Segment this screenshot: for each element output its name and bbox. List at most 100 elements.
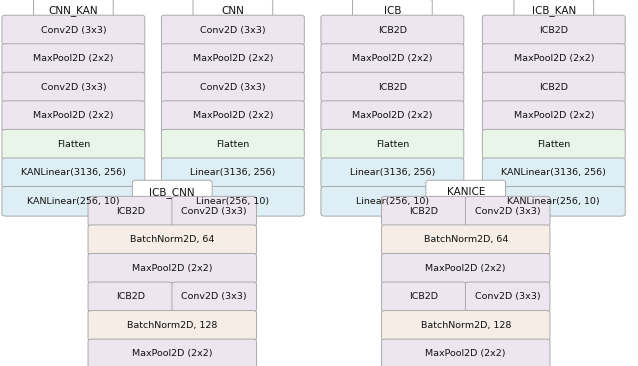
Text: MaxPool2D (2x2): MaxPool2D (2x2): [132, 264, 212, 273]
Text: MaxPool2D (2x2): MaxPool2D (2x2): [33, 111, 114, 120]
FancyBboxPatch shape: [482, 101, 625, 131]
FancyBboxPatch shape: [321, 44, 464, 74]
FancyBboxPatch shape: [2, 130, 145, 159]
Text: ICB2D: ICB2D: [539, 26, 568, 34]
FancyBboxPatch shape: [482, 186, 625, 216]
Text: MaxPool2D (2x2): MaxPool2D (2x2): [514, 111, 594, 120]
Text: Linear(3136, 256): Linear(3136, 256): [350, 168, 435, 177]
Text: MaxPool2D (2x2): MaxPool2D (2x2): [514, 54, 594, 63]
FancyBboxPatch shape: [482, 158, 625, 187]
Text: Conv2D (3x3): Conv2D (3x3): [41, 26, 106, 34]
Text: ICB: ICB: [383, 6, 401, 16]
Text: KANLinear(3136, 256): KANLinear(3136, 256): [21, 168, 126, 177]
Text: Conv2D (3x3): Conv2D (3x3): [475, 292, 540, 301]
Text: KANLinear(3136, 256): KANLinear(3136, 256): [501, 168, 606, 177]
Text: MaxPool2D (2x2): MaxPool2D (2x2): [352, 111, 433, 120]
FancyBboxPatch shape: [465, 196, 550, 226]
FancyBboxPatch shape: [321, 101, 464, 131]
FancyBboxPatch shape: [88, 310, 256, 340]
Text: ICB2D: ICB2D: [116, 292, 145, 301]
Text: Flatten: Flatten: [537, 140, 570, 149]
FancyBboxPatch shape: [88, 254, 256, 283]
FancyBboxPatch shape: [133, 180, 212, 204]
Text: Conv2D (3x3): Conv2D (3x3): [181, 207, 247, 216]
FancyBboxPatch shape: [382, 225, 550, 255]
FancyBboxPatch shape: [161, 186, 304, 216]
Text: ICB2D: ICB2D: [539, 83, 568, 92]
FancyBboxPatch shape: [514, 0, 593, 23]
FancyBboxPatch shape: [2, 44, 145, 74]
FancyBboxPatch shape: [161, 15, 304, 45]
FancyBboxPatch shape: [88, 225, 256, 255]
FancyBboxPatch shape: [382, 310, 550, 340]
Text: ICB2D: ICB2D: [378, 83, 407, 92]
Text: Conv2D (3x3): Conv2D (3x3): [181, 292, 247, 301]
Text: ICB2D: ICB2D: [378, 26, 407, 34]
Text: MaxPool2D (2x2): MaxPool2D (2x2): [193, 54, 273, 63]
Text: MaxPool2D (2x2): MaxPool2D (2x2): [193, 111, 273, 120]
Text: ICB2D: ICB2D: [410, 292, 438, 301]
FancyBboxPatch shape: [2, 158, 145, 187]
FancyBboxPatch shape: [482, 72, 625, 102]
FancyBboxPatch shape: [172, 282, 256, 312]
Text: Flatten: Flatten: [376, 140, 409, 149]
Text: Linear(3136, 256): Linear(3136, 256): [190, 168, 276, 177]
FancyBboxPatch shape: [88, 196, 172, 226]
FancyBboxPatch shape: [426, 180, 505, 204]
FancyBboxPatch shape: [382, 254, 550, 283]
Text: Linear(256, 10): Linear(256, 10): [356, 197, 429, 206]
FancyBboxPatch shape: [321, 72, 464, 102]
Text: ICB_CNN: ICB_CNN: [149, 187, 195, 198]
FancyBboxPatch shape: [193, 0, 273, 23]
FancyBboxPatch shape: [382, 282, 466, 312]
Text: Conv2D (3x3): Conv2D (3x3): [200, 83, 265, 92]
FancyBboxPatch shape: [321, 186, 464, 216]
FancyBboxPatch shape: [465, 282, 550, 312]
FancyBboxPatch shape: [321, 130, 464, 159]
FancyBboxPatch shape: [161, 101, 304, 131]
FancyBboxPatch shape: [321, 158, 464, 187]
Text: ICB2D: ICB2D: [116, 207, 145, 216]
FancyBboxPatch shape: [88, 339, 256, 366]
Text: KANLinear(256, 10): KANLinear(256, 10): [27, 197, 120, 206]
FancyBboxPatch shape: [482, 130, 625, 159]
Text: BatchNorm2D, 64: BatchNorm2D, 64: [130, 235, 214, 244]
Text: BatchNorm2D, 128: BatchNorm2D, 128: [127, 321, 218, 330]
FancyBboxPatch shape: [161, 130, 304, 159]
FancyBboxPatch shape: [2, 186, 145, 216]
FancyBboxPatch shape: [352, 0, 433, 23]
FancyBboxPatch shape: [2, 101, 145, 131]
Text: Flatten: Flatten: [57, 140, 90, 149]
Text: Conv2D (3x3): Conv2D (3x3): [200, 26, 265, 34]
FancyBboxPatch shape: [161, 72, 304, 102]
Text: CNN_KAN: CNN_KAN: [48, 5, 98, 16]
FancyBboxPatch shape: [321, 15, 464, 45]
Text: ICB2D: ICB2D: [410, 207, 438, 216]
FancyBboxPatch shape: [482, 15, 625, 45]
FancyBboxPatch shape: [382, 339, 550, 366]
Text: MaxPool2D (2x2): MaxPool2D (2x2): [352, 54, 433, 63]
Text: MaxPool2D (2x2): MaxPool2D (2x2): [33, 54, 114, 63]
FancyBboxPatch shape: [2, 72, 145, 102]
Text: MaxPool2D (2x2): MaxPool2D (2x2): [132, 350, 212, 358]
Text: MaxPool2D (2x2): MaxPool2D (2x2): [426, 350, 506, 358]
Text: Linear(256, 10): Linear(256, 10): [197, 197, 269, 206]
FancyBboxPatch shape: [382, 196, 466, 226]
FancyBboxPatch shape: [34, 0, 114, 23]
Text: KANLinear(256, 10): KANLinear(256, 10): [507, 197, 600, 206]
Text: Conv2D (3x3): Conv2D (3x3): [475, 207, 540, 216]
Text: Conv2D (3x3): Conv2D (3x3): [41, 83, 106, 92]
FancyBboxPatch shape: [2, 15, 145, 45]
Text: BatchNorm2D, 128: BatchNorm2D, 128: [420, 321, 511, 330]
Text: Flatten: Flatten: [216, 140, 249, 149]
FancyBboxPatch shape: [172, 196, 256, 226]
FancyBboxPatch shape: [482, 44, 625, 74]
FancyBboxPatch shape: [161, 158, 304, 187]
Text: KANICE: KANICE: [447, 187, 485, 197]
Text: CNN: CNN: [221, 6, 244, 16]
FancyBboxPatch shape: [161, 44, 304, 74]
Text: ICB_KAN: ICB_KAN: [531, 5, 576, 16]
FancyBboxPatch shape: [88, 282, 172, 312]
Text: MaxPool2D (2x2): MaxPool2D (2x2): [426, 264, 506, 273]
Text: BatchNorm2D, 64: BatchNorm2D, 64: [424, 235, 508, 244]
